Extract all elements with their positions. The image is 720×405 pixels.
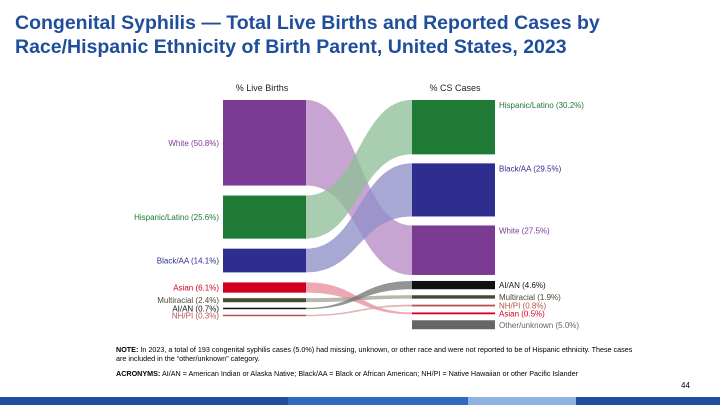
right-label-hispanic: Hispanic/Latino (30.2%) bbox=[499, 101, 584, 110]
note-text: In 2023, a total of 193 congenital syphi… bbox=[116, 345, 633, 363]
flow-hispanic bbox=[306, 100, 412, 239]
right-label-black: Black/AA (29.5%) bbox=[499, 164, 562, 173]
flows-group bbox=[306, 100, 412, 317]
right-label-aian: AI/AN (4.6%) bbox=[499, 281, 546, 290]
right-node-nhpi bbox=[412, 304, 495, 307]
footer-segment bbox=[0, 397, 288, 405]
right-label-white: White (27.5%) bbox=[499, 226, 550, 235]
left-label-hispanic: Hispanic/Latino (25.6%) bbox=[134, 213, 219, 222]
right-label-other: Other/unknown (5.0%) bbox=[499, 321, 579, 330]
right-node-black bbox=[412, 163, 495, 217]
sankey-chart: % Live Births % CS Cases White (50.8%) Hi… bbox=[134, 83, 584, 330]
title-line-2: Race/Hispanic Ethnicity of Birth Parent,… bbox=[15, 36, 567, 58]
right-node-aian bbox=[412, 280, 495, 290]
left-label-aian: AI/AN (0.7%) bbox=[172, 304, 219, 313]
page-title: Congenital Syphilis — Total Live Births … bbox=[15, 11, 705, 59]
right-label-asian: Asian (0.5%) bbox=[499, 309, 545, 318]
notes-section: NOTE: In 2023, a total of 193 congenital… bbox=[116, 345, 636, 384]
acronyms-label: ACRONYMS: bbox=[116, 369, 161, 378]
footer-segment bbox=[288, 397, 468, 405]
right-node-multiracial bbox=[412, 295, 495, 299]
footer-segment bbox=[576, 397, 720, 405]
footer-segment bbox=[468, 397, 576, 405]
left-node-hispanic bbox=[223, 195, 306, 239]
left-node-nhpi bbox=[223, 314, 306, 317]
acronyms-paragraph: ACRONYMS: AI/AN = American Indian or Ala… bbox=[116, 369, 636, 378]
footer-bar bbox=[0, 397, 720, 405]
left-node-black bbox=[223, 248, 306, 273]
left-node-white bbox=[223, 100, 306, 186]
page-number: 44 bbox=[681, 381, 690, 390]
left-node-asian bbox=[223, 282, 306, 293]
left-label-nhpi: NH/PI (0.3%) bbox=[172, 311, 219, 320]
nodes-group bbox=[223, 100, 495, 330]
note-paragraph: NOTE: In 2023, a total of 193 congenital… bbox=[116, 345, 636, 363]
labels-group: White (50.8%) Hispanic/Latino (25.6%) Blac… bbox=[134, 101, 584, 330]
right-axis-header: % CS Cases bbox=[429, 83, 481, 93]
flow-aian bbox=[306, 280, 412, 310]
left-label-multiracial: Multiracial (2.4%) bbox=[157, 296, 219, 305]
right-label-multiracial: Multiracial (1.9%) bbox=[499, 293, 561, 302]
right-label-nhpi: NH/PI (0.8%) bbox=[499, 302, 546, 311]
left-label-black: Black/AA (14.1%) bbox=[157, 257, 220, 266]
left-node-aian bbox=[223, 307, 306, 310]
right-node-hispanic bbox=[412, 100, 495, 155]
left-node-multiracial bbox=[223, 298, 306, 303]
note-label: NOTE: bbox=[116, 345, 139, 354]
right-node-asian bbox=[412, 312, 495, 315]
title-line-1: Congenital Syphilis — Total Live Births … bbox=[15, 12, 600, 34]
right-node-other bbox=[412, 320, 495, 330]
left-label-asian: Asian (6.1%) bbox=[173, 284, 219, 293]
flow-black bbox=[306, 163, 412, 273]
left-label-white: White (50.8%) bbox=[168, 139, 219, 148]
right-node-white bbox=[412, 225, 495, 275]
acronyms-text: AI/AN = American Indian or Alaska Native… bbox=[161, 369, 578, 378]
flow-nhpi bbox=[306, 304, 412, 317]
left-axis-header: % Live Births bbox=[236, 83, 289, 93]
